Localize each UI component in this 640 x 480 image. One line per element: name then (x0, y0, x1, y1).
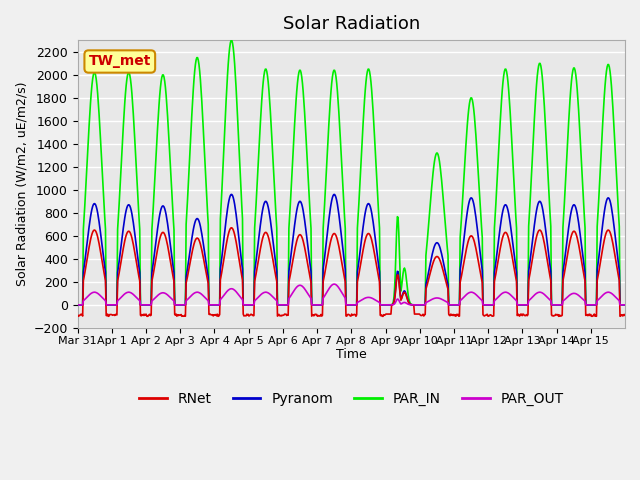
RNet (268, 246, 275, 252)
RNet (74, 312, 81, 318)
PAR_OUT (439, 297, 447, 303)
PAR_OUT (408, 302, 416, 308)
Title: Solar Radiation: Solar Radiation (283, 15, 420, 33)
PAR_IN (74, 302, 81, 308)
PAR_IN (439, 193, 447, 199)
Pyranom (439, 258, 447, 264)
PAR_OUT (266, 291, 273, 297)
RNet (138, 312, 146, 317)
X-axis label: Time: Time (336, 348, 367, 361)
Line: PAR_OUT: PAR_OUT (77, 284, 625, 305)
Pyranom (287, 252, 295, 258)
Pyranom (266, 217, 274, 223)
PAR_OUT (239, 297, 246, 302)
RNet (214, 313, 222, 319)
RNet (288, 264, 296, 270)
Text: TW_met: TW_met (88, 55, 151, 69)
Pyranom (74, 302, 81, 308)
Legend: RNet, Pyranom, PAR_IN, PAR_OUT: RNet, Pyranom, PAR_IN, PAR_OUT (133, 386, 570, 412)
Line: Pyranom: Pyranom (77, 194, 625, 305)
PAR_IN (138, 302, 146, 308)
RNet (440, 270, 447, 276)
PAR_OUT (138, 302, 146, 308)
Line: RNet: RNet (77, 228, 625, 316)
PAR_IN (287, 189, 295, 195)
PAR_IN (621, 302, 629, 308)
PAR_IN (408, 302, 416, 308)
Pyranom (239, 302, 247, 308)
RNet (621, 312, 629, 318)
PAR_OUT (74, 302, 81, 308)
Pyranom (408, 302, 416, 308)
PAR_IN (266, 108, 274, 114)
PAR_IN (239, 302, 247, 308)
Y-axis label: Solar Radiation (W/m2, uE/m2/s): Solar Radiation (W/m2, uE/m2/s) (15, 82, 28, 286)
PAR_OUT (287, 294, 294, 300)
PAR_IN (227, 37, 235, 43)
PAR_OUT (621, 302, 629, 308)
RNet (227, 225, 235, 231)
RNet (240, 313, 248, 319)
Line: PAR_IN: PAR_IN (77, 40, 625, 305)
Pyranom (227, 192, 235, 197)
Pyranom (621, 302, 629, 308)
Pyranom (138, 302, 146, 308)
PAR_OUT (330, 281, 338, 287)
RNet (409, 302, 417, 308)
